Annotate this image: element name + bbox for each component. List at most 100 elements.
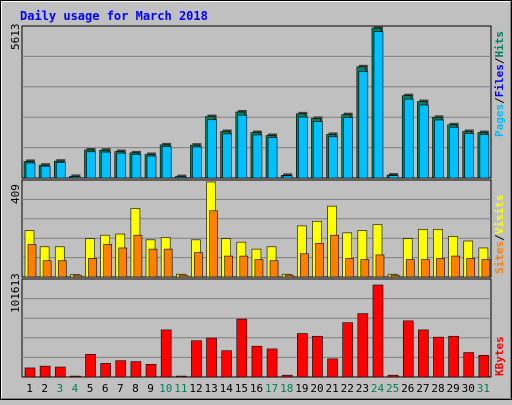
kbytes-bar (175, 375, 187, 378)
sites-bar (269, 260, 279, 278)
x-tick-label: 18 (280, 382, 293, 395)
sites-bar (300, 253, 309, 278)
x-tick-label: 5 (87, 382, 94, 395)
kbytes-bar (266, 348, 278, 378)
kbytes-bar (191, 340, 202, 378)
files-bar (449, 126, 459, 179)
x-tick-label: 21 (326, 382, 339, 395)
kbytes-bar (130, 361, 142, 378)
kbytes-bar (70, 375, 81, 378)
sites-bar (194, 252, 203, 278)
sites-bar (436, 258, 445, 278)
x-tick-label: 28 (431, 382, 444, 395)
sites-bar (103, 244, 112, 278)
visits-sites-panel (21, 179, 492, 278)
sites-bar (209, 210, 218, 278)
legend-hits: Hits (493, 31, 506, 58)
x-tick-label: 6 (102, 382, 109, 395)
files-bar (313, 121, 323, 179)
files-bar (358, 71, 369, 179)
x-tick-label: 7 (117, 382, 124, 395)
sites-bar (421, 259, 430, 278)
kbytes-bar (115, 360, 127, 378)
legend-pages: Pages (493, 104, 506, 137)
sites-bar (345, 258, 355, 278)
sites-bar (451, 255, 460, 278)
visits-y-max-label: 409 (9, 184, 22, 204)
kbytes-bar (448, 335, 459, 378)
sites-bar (481, 259, 491, 278)
legend-separator: / (493, 97, 506, 104)
files-bar (161, 146, 172, 179)
sites-bar (254, 259, 264, 278)
files-bar (434, 119, 444, 179)
x-tick-label: 3 (57, 382, 64, 395)
kbytes-bar (478, 354, 490, 378)
kbytes-bar (342, 322, 354, 378)
files-bar (403, 98, 414, 179)
sites-bar (27, 244, 37, 278)
x-tick-label: 22 (341, 382, 354, 395)
kbytes-bar (433, 336, 444, 378)
x-tick-label: 29 (447, 382, 460, 395)
x-tick-label: 25 (386, 382, 399, 395)
sites-bar (360, 259, 370, 278)
sites-bar (73, 274, 82, 278)
files-bar (237, 114, 248, 179)
sites-bar (118, 247, 128, 278)
x-tick-label: 1 (26, 382, 33, 395)
legend-kbytes: KBytes (493, 336, 506, 376)
kbytes-legend: KBytes (493, 336, 506, 376)
sites-bar (148, 248, 158, 278)
x-tick-label: 27 (416, 382, 429, 395)
kbytes-bar (100, 363, 111, 378)
x-tick-label: 31 (477, 382, 490, 395)
sites-bar (239, 255, 249, 278)
kbytes-bar (463, 352, 475, 378)
sites-bar (375, 254, 385, 278)
kbytes-panel (21, 278, 492, 378)
sites-bar (178, 274, 188, 278)
kbytes-bar (251, 345, 263, 378)
kbytes-bar (297, 333, 308, 378)
x-tick-label: 26 (401, 382, 414, 395)
files-bar (176, 176, 187, 179)
files-bar (479, 134, 490, 179)
legend-visits: Visits (493, 195, 506, 235)
kbytes-bar (24, 367, 36, 378)
kbytes-bar (387, 374, 399, 378)
sites-bar (57, 260, 67, 278)
kbytes-bar (39, 365, 51, 378)
files-bar (373, 31, 384, 179)
files-bar (464, 133, 475, 179)
x-tick-label: 9 (147, 382, 154, 395)
files-bar (267, 137, 278, 179)
x-axis-day-labels: 1 2 3 4 5 6 7 8 9 10 11 12 13 14 15 16 17 18 19 20 21 22 23 24 2… (26, 382, 490, 395)
x-tick-label: 11 (174, 382, 187, 395)
files-bar (192, 146, 202, 179)
files-bar (282, 175, 293, 179)
x-tick-label: 16 (250, 382, 263, 395)
kbytes-bar (54, 366, 66, 378)
x-tick-label: 8 (132, 382, 139, 395)
x-tick-label: 24 (371, 382, 385, 395)
files-bar (419, 104, 429, 179)
hits-y-max-label: 5613 (9, 24, 22, 51)
files-bar (252, 134, 263, 179)
files-bar (55, 162, 66, 179)
files-bar (298, 116, 308, 179)
x-tick-label: 15 (235, 382, 248, 395)
legend-separator: / (493, 234, 506, 241)
x-tick-label: 19 (295, 382, 308, 395)
files-bar (71, 176, 81, 179)
sites-bar (390, 274, 400, 278)
x-tick-label: 14 (220, 382, 234, 395)
files-bar (25, 162, 36, 179)
sites-bar (330, 234, 339, 278)
legend-files: Files (493, 64, 506, 97)
kbytes-bar (357, 313, 369, 378)
sites-bar (284, 274, 294, 278)
sites-bar (163, 248, 173, 278)
hits-bar-shadow (177, 174, 187, 178)
kbytes-bar (85, 354, 96, 378)
